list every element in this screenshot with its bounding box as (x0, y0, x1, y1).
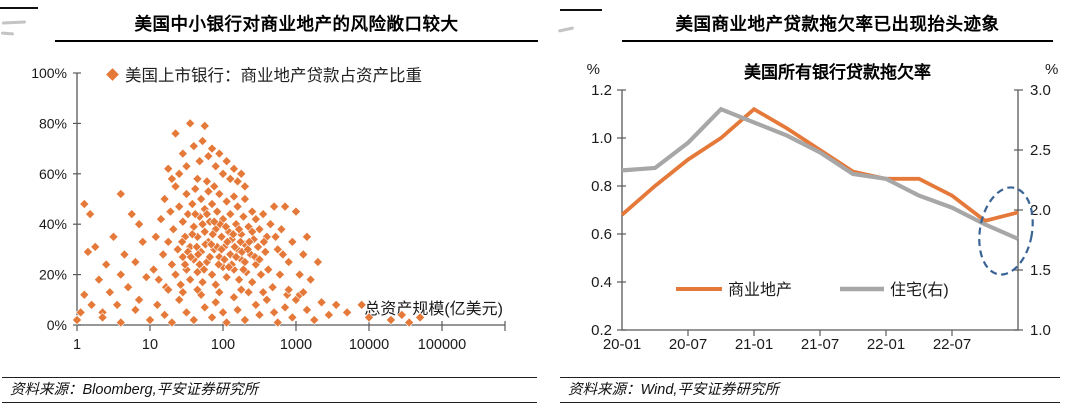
svg-text:22-01: 22-01 (867, 336, 905, 353)
series-line-0 (620, 106, 1019, 223)
svg-text:20%: 20% (39, 267, 67, 283)
svg-text:1.0: 1.0 (1030, 322, 1051, 339)
svg-text:商业地产: 商业地产 (728, 281, 792, 299)
series-line-1 (621, 106, 1019, 241)
svg-text:100: 100 (211, 337, 235, 353)
svg-text:%: % (1045, 61, 1058, 78)
svg-text:1000: 1000 (280, 337, 312, 353)
panel-cre-exposure-scatter: 美国中小银行对商业地产的风险敞口较大 美国上市银行：商业地产贷款占资产比重 10… (0, 7, 538, 403)
left-source-note: 资料来源：Bloomberg,平安证券研究所 (2, 377, 537, 403)
svg-text:%: % (587, 61, 600, 78)
svg-text:40%: 40% (39, 216, 67, 232)
svg-text:0%: 0% (47, 317, 67, 333)
scatter-chart: 100% 80% 60% 40% 20% 0% 1 10 100 1000 10000 100000 总… (31, 65, 506, 353)
left-chart-title: 美国中小银行对商业地产的风险敞口较大 (55, 9, 538, 42)
svg-text:80%: 80% (39, 115, 67, 131)
scatter-legend: 美国上市银行：商业地产贷款占资产比重 (106, 62, 422, 86)
svg-text:20-01: 20-01 (603, 336, 641, 353)
svg-text:1: 1 (73, 337, 81, 353)
svg-text:0.4: 0.4 (591, 274, 612, 291)
svg-text:20-07: 20-07 (669, 336, 707, 353)
svg-text:22-07: 22-07 (933, 336, 971, 353)
svg-text:10: 10 (142, 337, 158, 353)
scatter-legend-label: 美国上市银行：商业地产贷款占资产比重 (125, 67, 422, 85)
svg-text:0.6: 0.6 (591, 226, 612, 243)
scan-artifact-line (0, 7, 38, 9)
right-chart-title: 美国商业地产贷款拖欠率已出现抬头迹象 (622, 9, 1053, 42)
svg-text:100000: 100000 (418, 337, 466, 353)
svg-text:1.5: 1.5 (1030, 262, 1051, 279)
scan-artifact-line (560, 9, 602, 11)
panel-delinquency-lines: 美国商业地产贷款拖欠率已出现抬头迹象 美国所有银行贷款拖欠率 %% 1.2 1.0 0… (540, 0, 1080, 413)
line-chart: % % 1.2 1.0 0.8 0.6 0.4 0.2 3.0 2.5 2.0 1.5 1.0 20-01… (587, 61, 1059, 353)
uptick-annotation-ellipse (978, 186, 1034, 276)
svg-text:10000: 10000 (349, 337, 389, 353)
svg-text:住宅(右): 住宅(右) (890, 281, 949, 299)
svg-text:21-07: 21-07 (801, 336, 839, 353)
svg-text:0.8: 0.8 (591, 178, 612, 195)
svg-text:100%: 100% (31, 65, 67, 81)
svg-text:21-01: 21-01 (735, 336, 773, 353)
svg-text:总资产规模(亿美元): 总资产规模(亿美元) (364, 300, 503, 318)
svg-text:0.2: 0.2 (591, 322, 612, 339)
line-plot: % % 1.2 1.0 0.8 0.6 0.4 0.2 3.0 2.5 2.0 1.5 1.0 20-01… (587, 61, 1059, 353)
svg-text:3.0: 3.0 (1030, 82, 1051, 99)
scatter-plot: 100% 80% 60% 40% 20% 0% 1 10 100 1000 10000 100000 总… (31, 65, 506, 353)
svg-text:1.2: 1.2 (591, 82, 612, 99)
svg-text:2.5: 2.5 (1030, 142, 1051, 159)
svg-text:1.0: 1.0 (591, 130, 612, 147)
line-chart-inner-title: 美国所有银行贷款拖欠率 (744, 63, 931, 82)
line-legend: 商业地产 住宅(右) (676, 281, 949, 299)
right-source-note: 资料来源：Wind,平安证券研究所 (560, 377, 1060, 403)
svg-text:60%: 60% (39, 166, 67, 182)
scatter-points (71, 118, 426, 328)
svg-text:2.0: 2.0 (1030, 202, 1051, 219)
